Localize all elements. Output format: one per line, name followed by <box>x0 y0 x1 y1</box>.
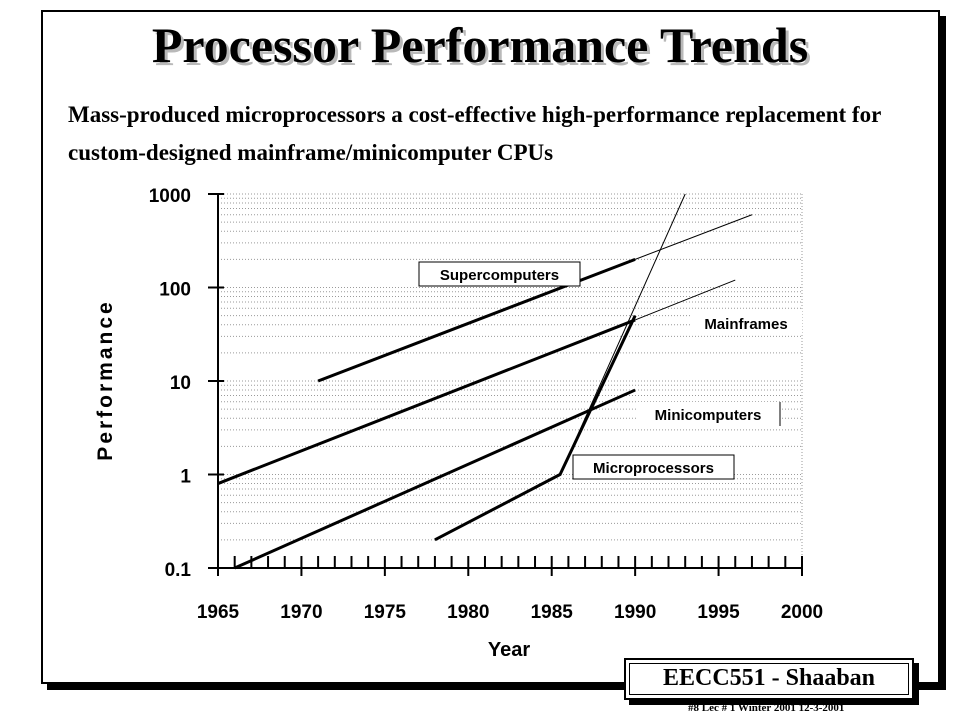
slide-footer: #8 Lec # 1 Winter 2001 12-3-2001 <box>688 702 845 714</box>
y-tick-label: 10 <box>170 373 191 394</box>
x-axis-label: Year <box>488 639 530 661</box>
series-label-minicomputers: Minicomputers <box>655 407 762 424</box>
course-badge-text: EECC551 - Shaaban <box>662 665 876 691</box>
series-minicomputers-line <box>234 388 636 570</box>
course-badge: EECC551 - Shaaban <box>624 658 914 700</box>
x-tick-label: 1975 <box>364 602 407 623</box>
x-tick-label: 1965 <box>197 602 240 623</box>
x-tick-label: 1980 <box>447 602 489 623</box>
slide-subtitle: Mass-produced microprocessors a cost-eff… <box>68 102 881 165</box>
course-badge-border <box>629 663 909 695</box>
series-label-box <box>572 454 735 480</box>
series-supercomputers-extrapolation <box>634 214 753 260</box>
series-label-box <box>636 402 780 426</box>
y-tick-label: 100 <box>159 280 191 301</box>
series-label-box <box>418 261 581 287</box>
series-label-box <box>690 311 802 335</box>
series-label-mainframes: Mainframes <box>704 316 787 333</box>
series-mainframes-line <box>217 318 636 485</box>
x-tick-label: 1970 <box>280 602 322 623</box>
series-label-microprocessors: Microprocessors <box>593 460 714 477</box>
slide-frame <box>41 10 940 684</box>
series-supercomputers-line <box>317 257 636 383</box>
x-tick-label: 2000 <box>781 602 823 623</box>
slide-title: Processor Performance Trends <box>151 17 809 73</box>
y-tick-label: 1 <box>180 467 191 488</box>
x-tick-label: 1985 <box>531 602 574 623</box>
y-axis-label: Performance <box>94 299 117 460</box>
x-tick-label: 1995 <box>697 602 740 623</box>
series-microprocessors-extrapolation <box>559 193 686 475</box>
series-microprocessors-line <box>434 315 637 542</box>
y-tick-label: 0.1 <box>165 560 192 581</box>
y-tick-label: 1000 <box>149 186 191 207</box>
series-label-supercomputers: Supercomputers <box>440 267 559 284</box>
x-tick-label: 1990 <box>614 602 656 623</box>
series-mainframes-extrapolation <box>634 279 736 321</box>
